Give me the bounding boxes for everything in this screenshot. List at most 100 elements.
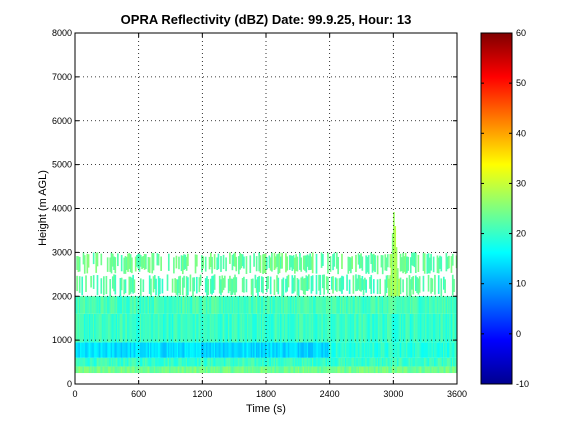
reflectivity-cell [90, 313, 92, 343]
reflectivity-cell [136, 357, 138, 367]
reflectivity-cell [336, 357, 338, 367]
reflectivity-cell [330, 313, 333, 343]
colorbar-tick-label: -10 [516, 379, 529, 389]
reflectivity-cell [315, 253, 318, 274]
reflectivity-cell [226, 296, 229, 314]
reflectivity-cell [301, 342, 304, 358]
reflectivity-cell [83, 313, 86, 343]
reflectivity-cell [133, 366, 136, 374]
reflectivity-cell [434, 357, 436, 367]
reflectivity-cell [216, 366, 219, 374]
reflectivity-cell [427, 296, 430, 314]
reflectivity-cell [225, 366, 227, 374]
reflectivity-cell [417, 254, 420, 272]
reflectivity-cell [313, 342, 315, 358]
reflectivity-cell [92, 366, 95, 374]
reflectivity-cell [237, 366, 240, 374]
reflectivity-cell [442, 357, 445, 367]
reflectivity-cell [446, 342, 449, 358]
reflectivity-cell [92, 342, 95, 358]
reflectivity-cell [235, 296, 238, 314]
reflectivity-cell [81, 366, 84, 374]
reflectivity-cell [166, 313, 169, 343]
reflectivity-cell [306, 276, 309, 292]
reflectivity-cell [110, 342, 113, 358]
reflectivity-cell [197, 357, 199, 367]
reflectivity-cell [439, 366, 441, 374]
reflectivity-cell [426, 357, 429, 367]
reflectivity-cell [417, 342, 420, 358]
reflectivity-cell [170, 357, 173, 367]
reflectivity-cell [432, 357, 435, 367]
reflectivity-cell [351, 366, 353, 374]
reflectivity-cell [104, 366, 106, 374]
reflectivity-cell [128, 342, 131, 358]
reflectivity-cell [146, 313, 148, 343]
reflectivity-cell [250, 278, 253, 295]
reflectivity-cell [347, 296, 350, 314]
reflectivity-cell [195, 254, 198, 267]
reflectivity-cell [204, 256, 207, 272]
reflectivity-cell [132, 274, 134, 294]
reflectivity-cell [355, 313, 357, 343]
reflectivity-cell [198, 342, 201, 358]
reflectivity-cell [435, 342, 438, 358]
reflectivity-cell [143, 254, 146, 270]
reflectivity-cell [374, 366, 376, 374]
reflectivity-cell [175, 366, 178, 374]
reflectivity-cell [381, 342, 384, 358]
reflectivity-cell [449, 296, 452, 314]
reflectivity-cell [398, 342, 401, 358]
reflectivity-cell [160, 256, 162, 271]
reflectivity-cell [171, 296, 174, 314]
reflectivity-cell [188, 313, 190, 343]
reflectivity-cell [255, 296, 258, 314]
reflectivity-cell [138, 253, 141, 272]
reflectivity-cell [315, 357, 318, 367]
reflectivity-cell [346, 274, 348, 291]
reflectivity-cell [151, 342, 154, 358]
reflectivity-cell [118, 366, 120, 374]
reflectivity-cell [264, 313, 267, 343]
reflectivity-cell [427, 274, 430, 292]
reflectivity-cell [280, 357, 282, 367]
reflectivity-cell [243, 296, 245, 314]
reflectivity-cell [120, 277, 123, 291]
reflectivity-cell [211, 357, 213, 367]
reflectivity-cell [386, 275, 389, 288]
reflectivity-cell [343, 296, 346, 314]
reflectivity-cell [376, 342, 379, 358]
reflectivity-cell [178, 366, 180, 374]
reflectivity-cell [395, 296, 398, 314]
reflectivity-cell [428, 357, 431, 367]
reflectivity-cell [310, 313, 313, 343]
reflectivity-cell [383, 366, 385, 374]
reflectivity-cell [384, 296, 387, 314]
reflectivity-cell [322, 366, 324, 374]
reflectivity-cell [439, 296, 441, 314]
reflectivity-cell [428, 257, 431, 274]
reflectivity-cell [439, 313, 441, 343]
reflectivity-cell [253, 253, 255, 267]
reflectivity-cell [306, 296, 309, 314]
reflectivity-cell [315, 342, 318, 358]
reflectivity-cell [143, 342, 146, 358]
reflectivity-cell [294, 342, 296, 358]
reflectivity-cell [216, 342, 219, 358]
reflectivity-cell [162, 357, 165, 367]
reflectivity-cell [91, 313, 94, 343]
reflectivity-cell [114, 366, 117, 374]
reflectivity-cell [262, 342, 264, 358]
reflectivity-cell [297, 279, 300, 297]
reflectivity-cell [314, 313, 317, 343]
reflectivity-cell [222, 296, 225, 314]
reflectivity-cell [414, 296, 417, 314]
reflectivity-cell [76, 296, 78, 314]
reflectivity-cell [280, 366, 282, 374]
reflectivity-cell [436, 342, 439, 358]
reflectivity-cell [437, 296, 440, 314]
reflectivity-cell [276, 357, 278, 367]
reflectivity-cell [257, 366, 259, 374]
